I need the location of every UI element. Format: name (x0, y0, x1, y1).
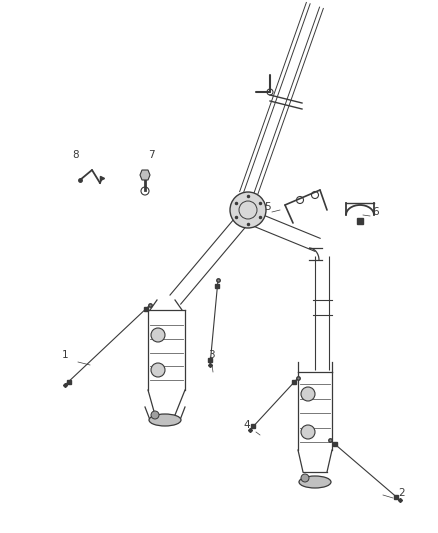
Text: 2: 2 (398, 488, 405, 498)
Text: 5: 5 (264, 202, 271, 212)
Circle shape (151, 363, 165, 377)
Polygon shape (140, 170, 150, 180)
Circle shape (301, 387, 315, 401)
Text: 7: 7 (148, 150, 155, 160)
Circle shape (301, 425, 315, 439)
Text: 4: 4 (243, 420, 250, 430)
Text: 1: 1 (62, 350, 69, 360)
Text: 6: 6 (372, 207, 378, 217)
Circle shape (151, 411, 159, 419)
Circle shape (230, 192, 266, 228)
Circle shape (151, 328, 165, 342)
Text: 8: 8 (72, 150, 79, 160)
Ellipse shape (299, 476, 331, 488)
Text: 3: 3 (208, 350, 215, 360)
Circle shape (301, 474, 309, 482)
Ellipse shape (149, 414, 181, 426)
